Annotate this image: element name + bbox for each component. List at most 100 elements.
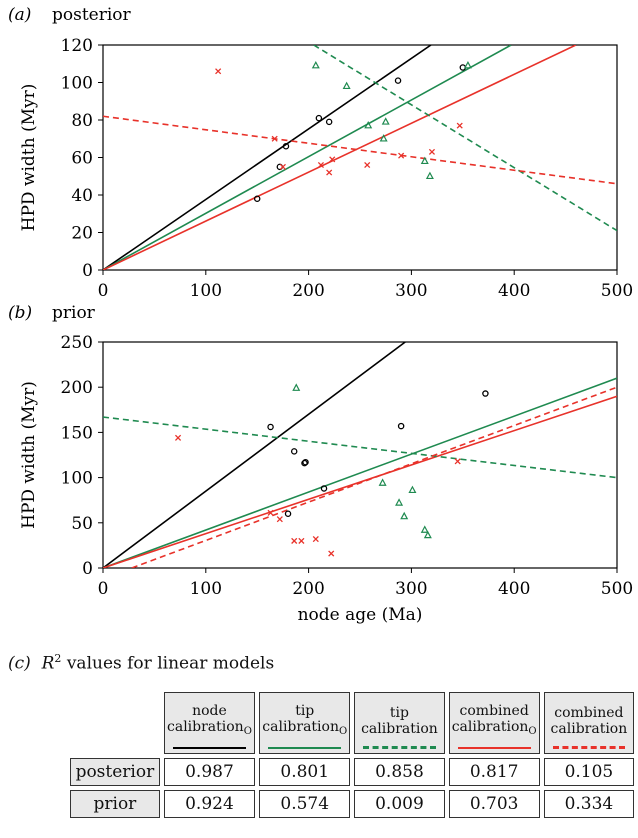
line-style-swatch [363,746,436,749]
column-header: node calibrationO [163,692,256,754]
panel-b-point-triangle [423,530,432,539]
panel-a-point-circle [282,142,290,150]
panel-b-point-cross [298,537,305,544]
panel-a-point-triangle [425,171,434,180]
column-header-word: tip [295,702,315,719]
panel-b-point-circle [301,459,308,467]
panel-b-title: prior [52,303,96,323]
panel-a-point-cross [398,152,405,159]
r2-value-cell: 0.924 [163,790,256,818]
panel-a-point-triangle [311,60,320,69]
panel-a-y-tick-label: 20 [71,224,93,244]
panel-b-plot-frame [102,341,618,569]
row-label: prior [70,790,160,818]
r2-value-cell: 0.817 [448,758,540,786]
panel-a-y-tick-label: 100 [61,74,93,94]
panel-a-plot-frame [102,44,618,271]
line-style-swatch [268,747,342,749]
panel-b-point-circle [320,485,328,492]
panel-a-point-circle [325,118,333,126]
panel-b-point-circle [397,422,405,430]
panel-a-title: posterior [52,5,132,25]
panel-b-point-triangle [408,485,417,494]
column-header: tip calibration [354,692,445,754]
panel-b-y-tick-label: 50 [71,514,93,534]
panel-a-label: (a) [8,5,31,25]
panel-a-point-cross [271,135,278,142]
panel-b-regression-line-dashed [131,386,617,568]
panel-b-point-cross [291,537,298,544]
panel-b-y-tick-label: 150 [61,423,93,443]
panel-b-point-circle [482,390,489,397]
panel-b-point-triangle [378,478,387,486]
r2-table-title: (c) R2 values for linear models [8,652,274,674]
line-style-swatch [172,747,247,749]
panel-b-y-tick-label: 250 [61,333,93,353]
panel-a-y-tick-label: 0 [82,261,93,281]
r2-title-text: values for linear models [66,653,275,674]
panel-a-regression-line-solid [103,45,432,270]
column-header-word: calibration [361,721,438,737]
panel-a-point-cross [456,122,463,129]
r2-value-cell: 0.334 [543,790,634,818]
panel-a-regression-line-dashed [103,115,617,185]
r2-value-cell: 0.801 [259,758,351,786]
panel-b-point-cross [276,516,283,523]
r2-superscript: 2 [54,652,62,665]
r2-table: node calibrationO tip calibrationO tip calibr… [66,688,638,822]
panel-a-regression-line-solid [103,45,577,270]
panel-b-label: (b) [8,303,32,323]
panel-a-y-tick-label: 80 [71,111,93,131]
panel-a-point-cross [326,169,333,176]
line-style-swatch [552,746,625,749]
column-header: combined calibrationO [448,692,540,754]
panel-b-y-tick-label: 0 [82,559,93,579]
panel-b-point-circle [284,510,292,518]
panel-a-point-cross [279,163,286,170]
panel-b-point-cross [328,550,335,557]
panel-a-y-axis-label: HPD width (Myr) [19,84,39,232]
panel-a-point-cross [215,68,222,75]
r2-value-cell: 0.987 [163,758,256,786]
panel-b-point-circle [290,448,298,455]
line-style-swatch [457,747,531,749]
panel-a-x-tick-label: 400 [498,281,530,301]
column-header-word: calibration [550,721,628,737]
panel-a-regression-line-dashed [313,45,617,232]
panel-a-regression-line-solid [103,45,512,270]
r2-value-cell: 0.574 [259,790,351,818]
column-header-word: calibration [262,718,339,735]
panel-b-y-tick-label: 200 [61,378,93,398]
r2-value-cell: 0.105 [543,758,634,786]
r2-value-cell: 0.009 [354,790,445,818]
panel-b-regression-line-solid [103,342,406,568]
panel-a-point-circle [394,77,402,84]
panel-a-x-tick-label: 500 [601,281,633,301]
table-corner [70,692,160,754]
panel-a-x-tick-label: 300 [395,281,427,301]
panel-a-x-tick-label: 0 [98,281,109,301]
panel-a-point-circle [315,114,323,122]
r2-symbol: R [41,653,55,674]
panel-b-regression-line-solid [103,377,617,568]
panel-b-y-axis-label: HPD width (Myr) [19,381,39,529]
panel-b-point-triangle [420,525,429,533]
panel-a-point-circle [253,195,261,202]
r2-value-cell: 0.703 [448,790,540,818]
panel-a-point-cross [317,161,324,169]
r2-table-panel: (c) R2 values for linear models node cali… [0,646,638,838]
r2-value-cell: 0.858 [354,758,445,786]
panel-a-y-tick-label: 60 [71,149,93,169]
panel-b-point-cross [174,434,182,441]
column-header-word: tip [389,705,409,721]
panel-b-point-triangle [395,498,404,506]
panel-a-point-triangle [379,134,388,142]
panel-b-point-circle [302,458,309,466]
panel-b-x-tick-label: 400 [498,579,530,599]
panel-b-point-triangle [400,511,409,520]
panel-label-c: (c) [8,653,31,674]
column-header-word: node [192,702,227,719]
column-header-word: combined [459,702,529,719]
column-header-word: combined [554,705,624,721]
